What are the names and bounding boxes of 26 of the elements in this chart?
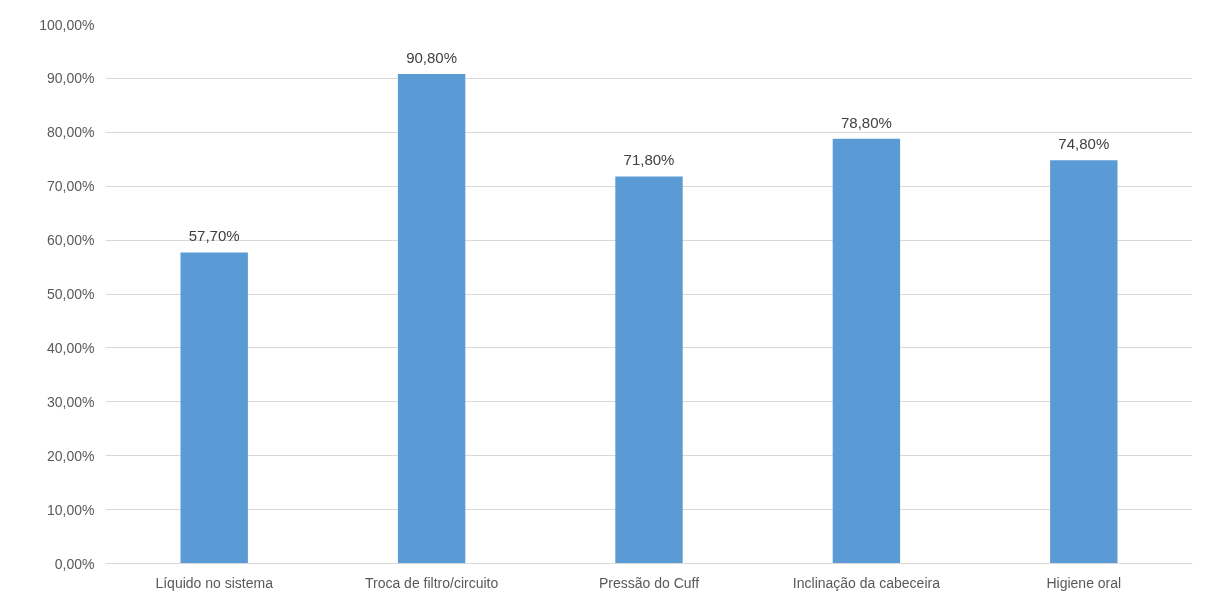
y-tick-label: 40,00% [47, 339, 95, 356]
x-tick-label: Higiene oral [1046, 574, 1122, 591]
x-tick-label: Troca de filtro/circuito [364, 574, 499, 591]
data-label: 90,80% [406, 49, 458, 67]
x-tick-label: Pressão do Cuff [598, 574, 700, 591]
y-tick-label: 30,00% [47, 393, 95, 410]
data-label: 57,70% [188, 227, 240, 245]
bar [832, 138, 901, 564]
y-tick-label: 100,00% [39, 16, 95, 33]
x-tick-label: Líquido no sistema [155, 574, 274, 591]
y-tick-label: 70,00% [47, 178, 95, 195]
y-tick-label: 10,00% [47, 501, 95, 518]
bar [180, 252, 248, 564]
bar [615, 176, 683, 564]
y-tick-label: 90,00% [47, 70, 95, 87]
bar [1050, 160, 1118, 564]
x-tick-label: Inclinação da cabeceira [792, 574, 941, 591]
data-label: 71,80% [623, 151, 675, 169]
bar [397, 74, 466, 564]
y-tick-label: 60,00% [47, 232, 95, 249]
data-label: 78,80% [840, 113, 892, 131]
y-tick-label: 80,00% [47, 124, 95, 141]
y-tick-label: 50,00% [47, 286, 95, 302]
y-tick-label: 0,00% [54, 555, 95, 572]
y-tick-label: 20,00% [47, 447, 95, 464]
data-label: 74,80% [1058, 135, 1110, 153]
